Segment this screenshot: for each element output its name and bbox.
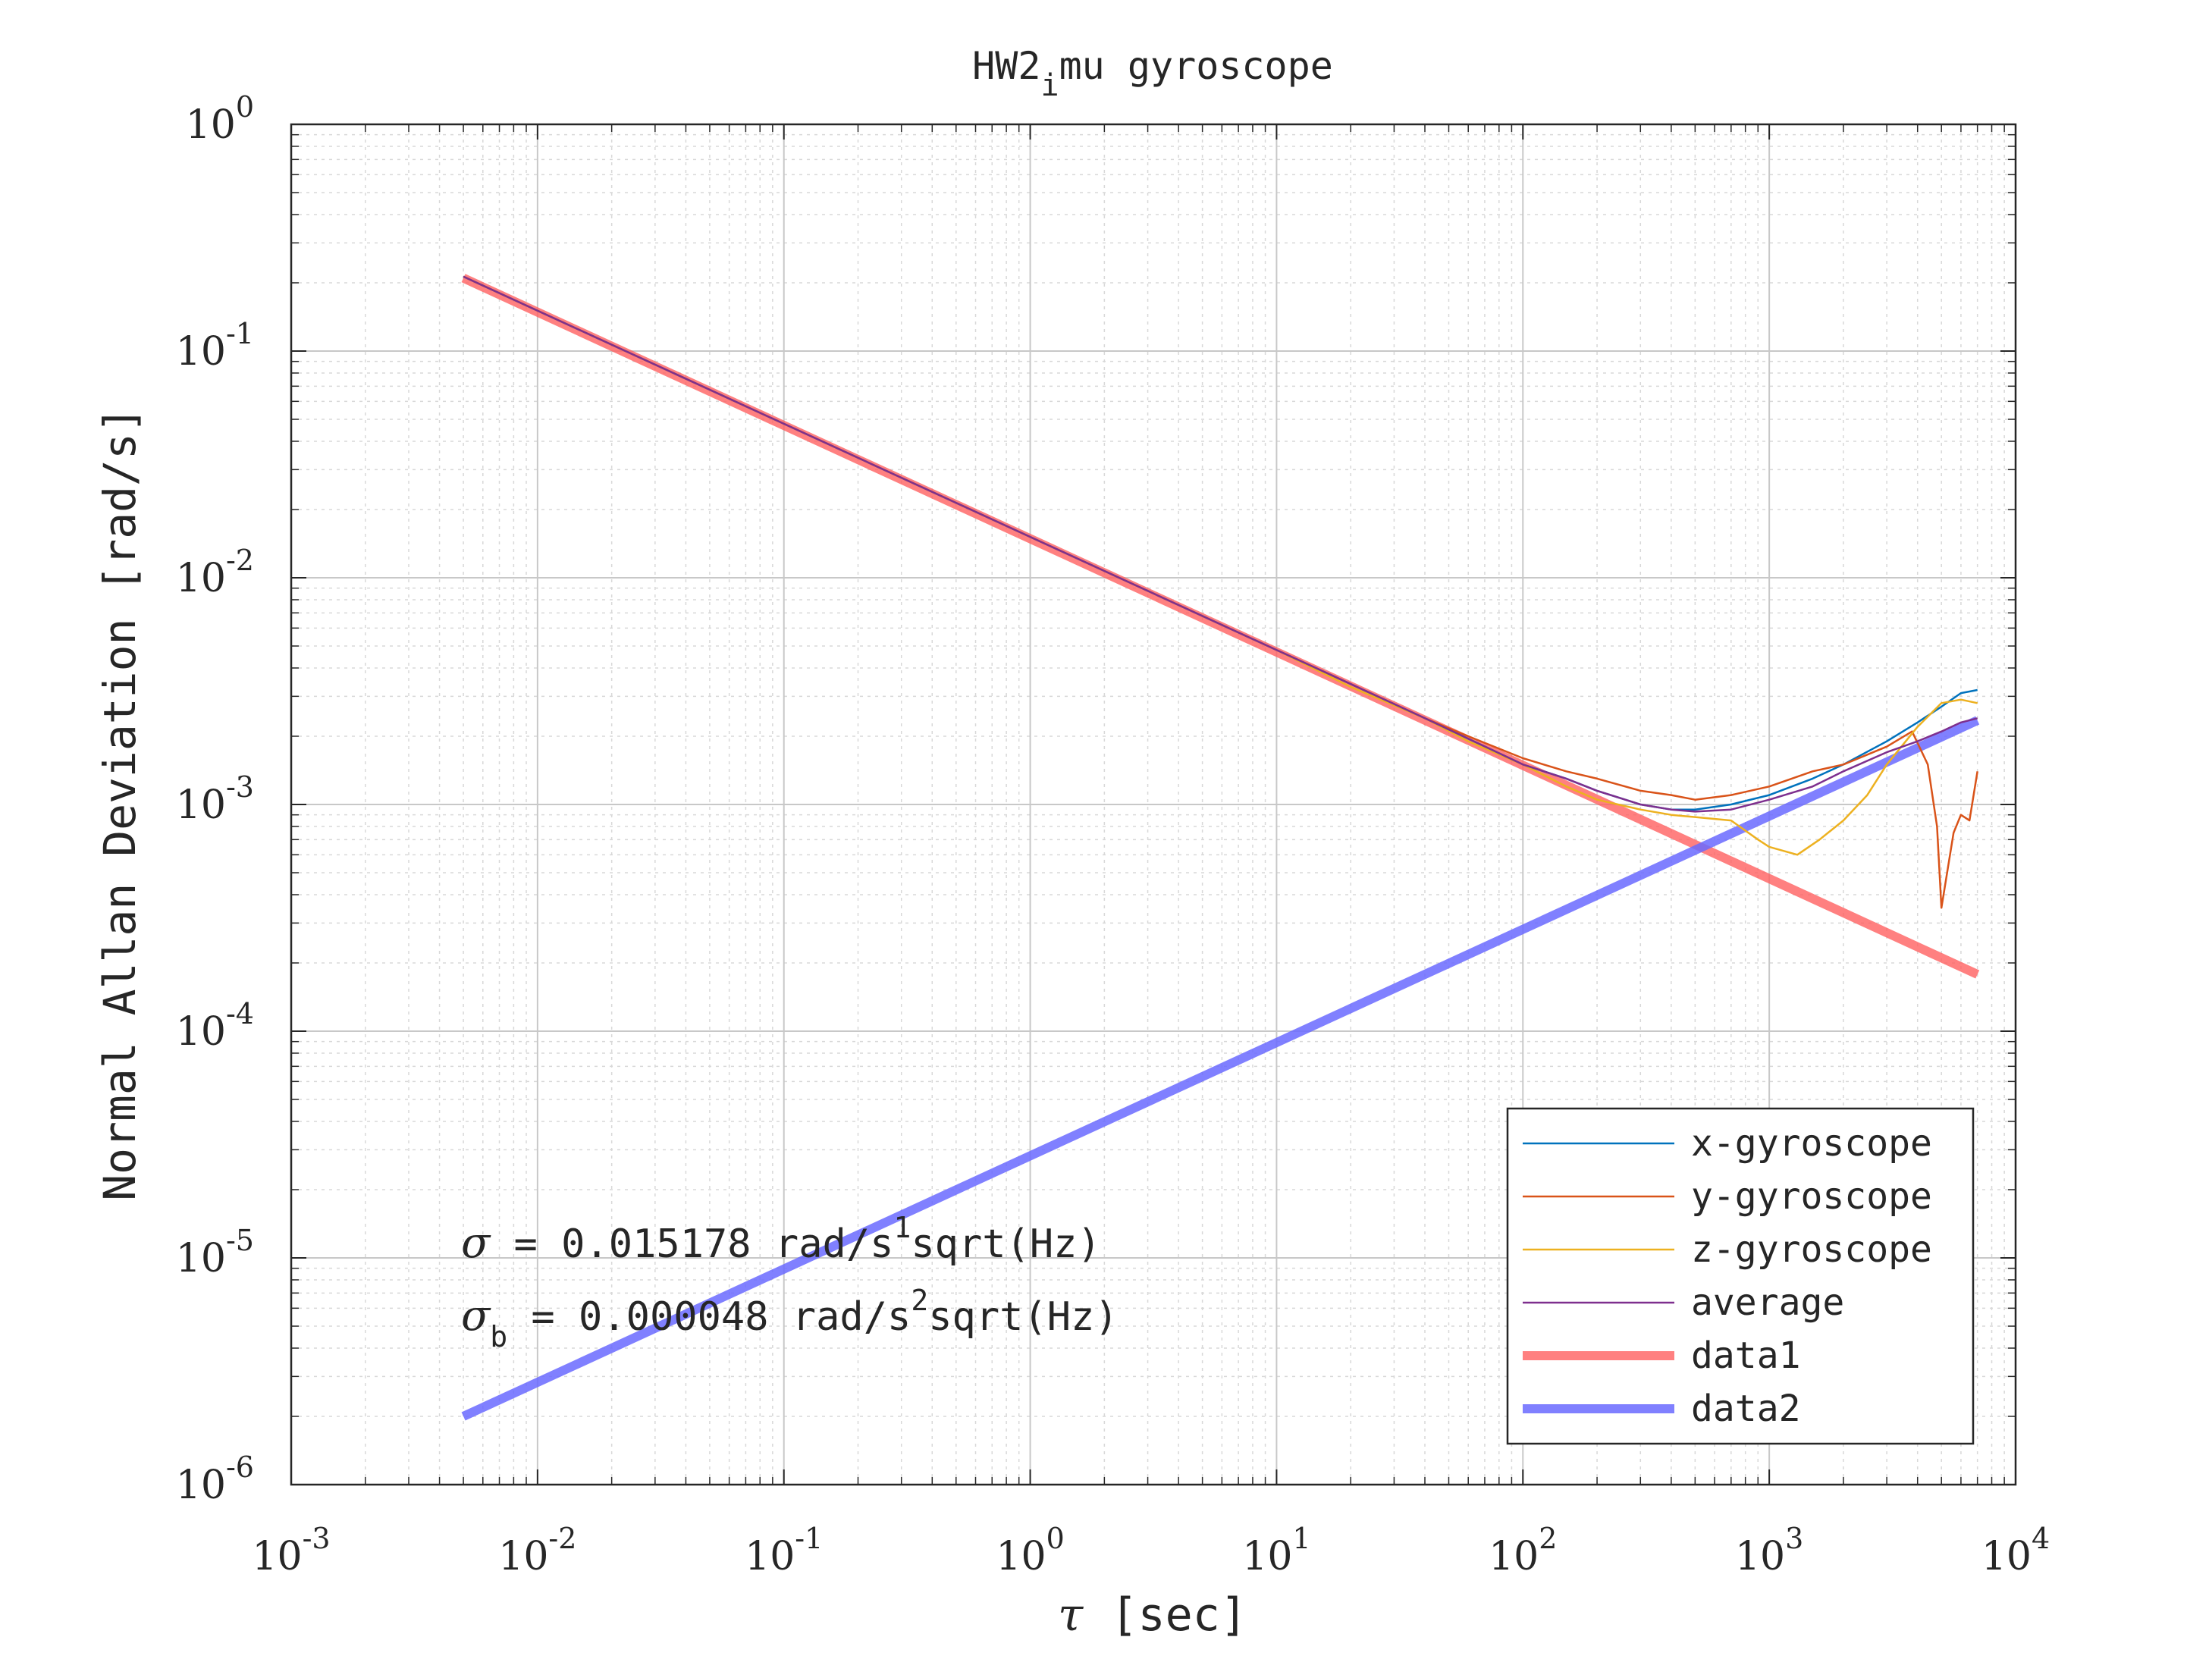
legend: x-gyroscope y-gyroscope z-gyroscope average… — [1506, 1107, 1975, 1445]
sigma-annotation: σ = 0.015178 rad/s1sqrt(Hz) — [461, 1211, 1101, 1268]
legend-label-x-gyroscope: x-gyroscope — [1691, 1122, 1932, 1165]
y-tick-label: 10-2 — [176, 544, 254, 601]
y-tick-label: 10-1 — [176, 317, 254, 375]
x-axis-label: τ [sec] — [1058, 1588, 1247, 1642]
axes-box — [290, 123, 2017, 1486]
x-tick-label: 10-2 — [498, 1522, 576, 1579]
x-tick-labels: 10-3 10-2 10-1 100 101 102 103 104 — [252, 1522, 2050, 1579]
x-tick-label: 10-1 — [745, 1522, 823, 1579]
series-line-z-gyroscope — [463, 275, 1978, 856]
legend-label-data1: data1 — [1691, 1334, 1801, 1377]
series-line-data2 — [461, 716, 1980, 1421]
y-tick-label: 10-4 — [176, 997, 254, 1055]
chart-title: HW2imu gyroscope — [972, 44, 1333, 103]
series-line-data1 — [461, 274, 1980, 979]
legend-label-average: average — [1691, 1281, 1844, 1324]
y-tick-label: 10-5 — [176, 1224, 254, 1281]
y-axis-label: Normal Allan Deviation [rad/s] — [94, 406, 146, 1201]
legend-label-data2: data2 — [1691, 1388, 1801, 1430]
y-tick-label: 100 — [186, 90, 254, 148]
legend-label-z-gyroscope: z-gyroscope — [1691, 1228, 1932, 1271]
series-line-average — [463, 275, 1978, 813]
x-tick-label: 104 — [1981, 1522, 2050, 1579]
legend-label-y-gyroscope: y-gyroscope — [1691, 1175, 1932, 1218]
annotations: σ = 0.015178 rad/s1sqrt(Hz) σb = 0.000048… — [461, 1211, 1119, 1353]
y-tick-labels: 10-6 10-5 10-4 10-3 10-2 10-1 100 — [176, 90, 254, 1508]
x-tick-label: 100 — [996, 1522, 1064, 1579]
y-tick-label: 10-3 — [176, 770, 254, 828]
x-tick-label: 103 — [1735, 1522, 1803, 1579]
legend-box — [1506, 1107, 1975, 1445]
sigma-annotation: σb = 0.000048 rad/s2sqrt(Hz) — [461, 1284, 1119, 1353]
series-layer — [461, 274, 1980, 1421]
x-tick-label: 101 — [1242, 1522, 1310, 1579]
x-tick-label: 10-3 — [252, 1522, 330, 1579]
legend-entries: x-gyroscope y-gyroscope z-gyroscope average… — [1523, 1122, 1932, 1430]
y-tick-label: 10-6 — [176, 1450, 254, 1508]
x-tick-label: 102 — [1489, 1522, 1557, 1579]
series-line-y-gyroscope — [463, 275, 1978, 909]
